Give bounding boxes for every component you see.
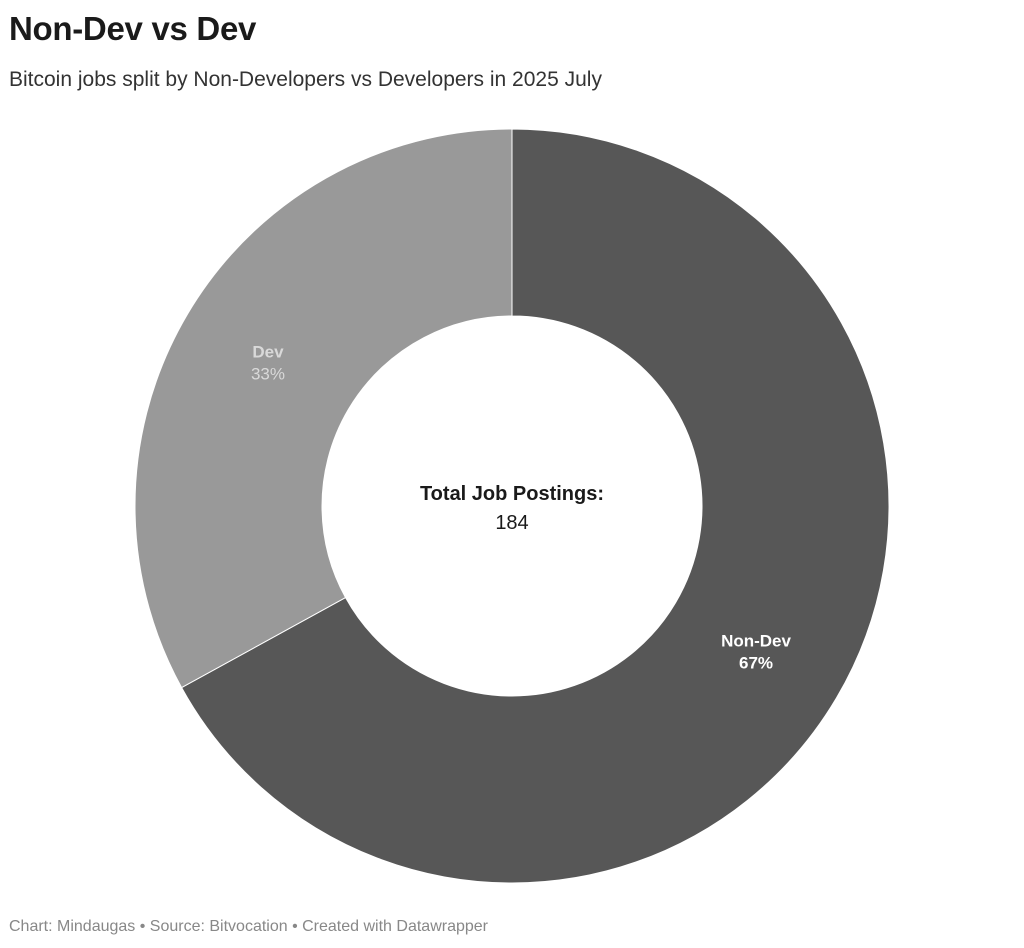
chart-subtitle: Bitcoin jobs split by Non-Developers vs … [9, 68, 602, 91]
slice-dev [134, 128, 513, 689]
slice-value-label: 33% [251, 365, 285, 384]
chart-footer: Chart: Mindaugas • Source: Bitvocation •… [9, 918, 488, 935]
slice-value-label: 67% [739, 653, 773, 672]
slice-name-label: Non-Dev [721, 631, 791, 650]
slice-non-dev [180, 128, 890, 884]
center-label-value: 184 [495, 512, 528, 534]
center-label-title: Total Job Postings: [420, 483, 604, 505]
slice-name-label: Dev [252, 343, 284, 362]
chart-title: Non-Dev vs Dev [9, 10, 257, 47]
